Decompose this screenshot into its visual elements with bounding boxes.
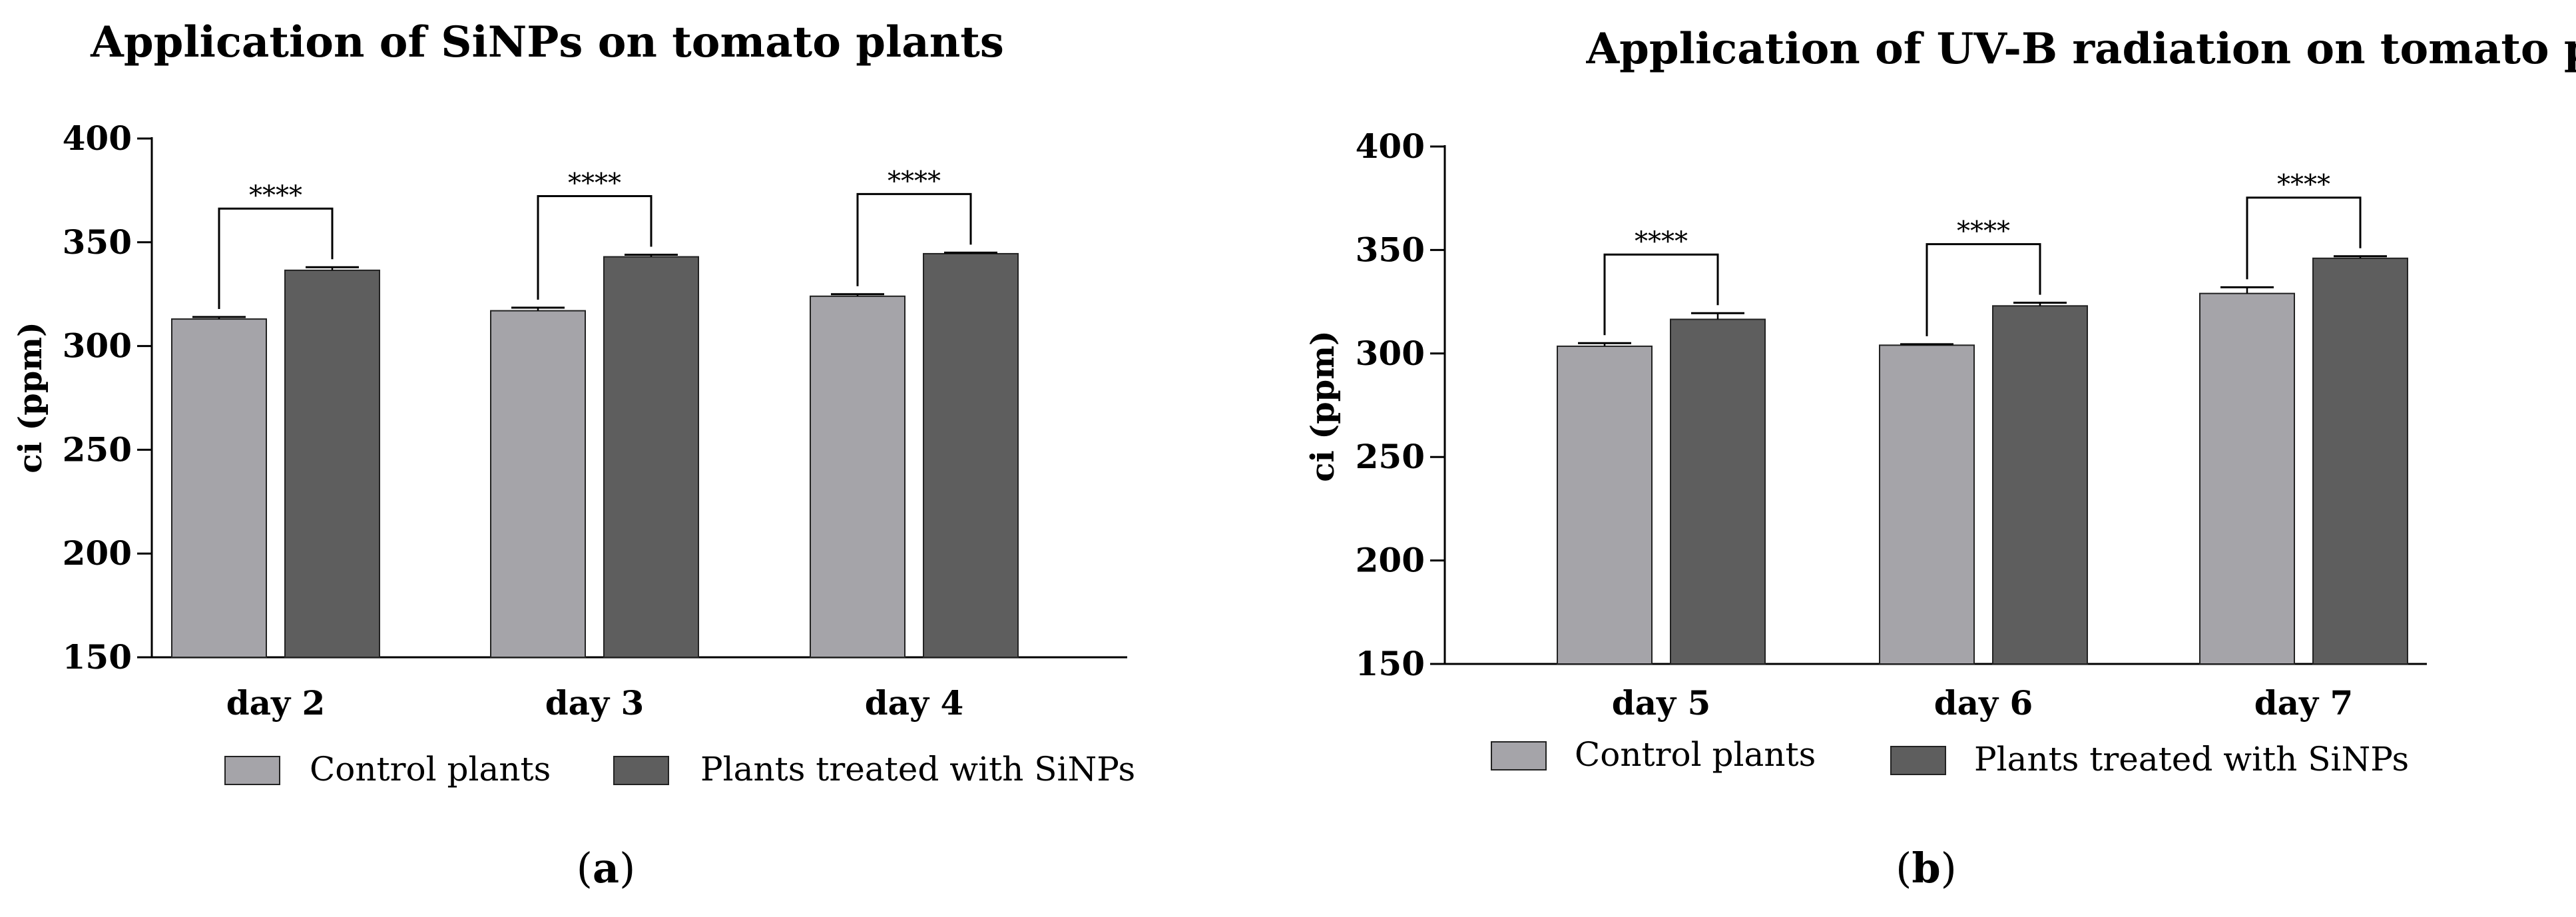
bar xyxy=(810,295,905,659)
chart-title: Application of UV-B radiation on tomato … xyxy=(1585,24,2576,74)
panel-letter: a xyxy=(593,844,619,892)
y-tick-label: 300 xyxy=(63,326,132,366)
x-tick-label: day 7 xyxy=(2254,683,2354,723)
significance-bracket xyxy=(537,194,652,300)
significance-label: **** xyxy=(1957,216,2010,247)
significance-bracket xyxy=(856,192,972,286)
y-tick-label: 250 xyxy=(1356,437,1425,476)
bar xyxy=(171,318,267,658)
bar xyxy=(2199,292,2295,665)
x-tick-label: day 2 xyxy=(226,683,326,723)
significance-bracket xyxy=(2246,196,2362,280)
y-axis-label: ci (ppm) xyxy=(12,322,49,473)
x-tick-label: day 4 xyxy=(865,683,964,723)
bar xyxy=(1557,345,1653,665)
legend-label: Control plants xyxy=(310,750,551,788)
legend-label: Control plants xyxy=(1575,735,1816,774)
y-tick-label: 400 xyxy=(63,119,132,158)
bar xyxy=(284,269,380,658)
bar xyxy=(923,252,1019,658)
significance-bracket xyxy=(1926,243,2041,336)
significance-label: **** xyxy=(568,168,621,198)
x-tick-label: day 5 xyxy=(1612,683,1711,723)
y-tick-label: 200 xyxy=(1356,541,1425,580)
x-tick-label: day 6 xyxy=(1934,683,2033,723)
bar xyxy=(2312,257,2408,665)
bar xyxy=(490,310,586,658)
chart-title: Application of SiNPs on tomato plants xyxy=(90,17,1004,67)
significance-label: **** xyxy=(888,166,941,196)
bar xyxy=(1670,318,1766,665)
y-tick-label: 200 xyxy=(63,533,132,573)
panel-letter: b xyxy=(1912,844,1940,892)
y-tick-label: 400 xyxy=(1356,127,1425,166)
y-tick-label: 350 xyxy=(63,222,132,262)
bar xyxy=(1879,344,1975,665)
legend-label: Plants treated with SiNPs xyxy=(700,750,1135,788)
significance-label: **** xyxy=(2277,170,2330,200)
bar xyxy=(603,256,699,658)
legend-label: Plants treated with SiNPs xyxy=(1974,740,2409,778)
y-axis-label: ci (ppm) xyxy=(1304,330,1342,482)
panel-caption: (b) xyxy=(1896,844,1957,892)
legend-swatch xyxy=(1491,741,1547,770)
y-tick-label: 150 xyxy=(1356,644,1425,683)
significance-label: **** xyxy=(249,180,302,211)
y-tick-label: 300 xyxy=(1356,334,1425,373)
y-tick-label: 150 xyxy=(63,637,132,677)
significance-bracket xyxy=(218,207,334,309)
legend-swatch xyxy=(224,756,280,785)
significance-label: **** xyxy=(1635,226,1688,257)
legend-swatch xyxy=(613,756,669,785)
x-tick-label: day 3 xyxy=(545,683,644,723)
bar xyxy=(1992,305,2088,665)
y-tick-label: 350 xyxy=(1356,230,1425,269)
legend-swatch xyxy=(1890,746,1946,775)
panel-caption: (a) xyxy=(577,844,636,892)
significance-bracket xyxy=(1603,253,1719,336)
y-tick-label: 250 xyxy=(63,430,132,469)
